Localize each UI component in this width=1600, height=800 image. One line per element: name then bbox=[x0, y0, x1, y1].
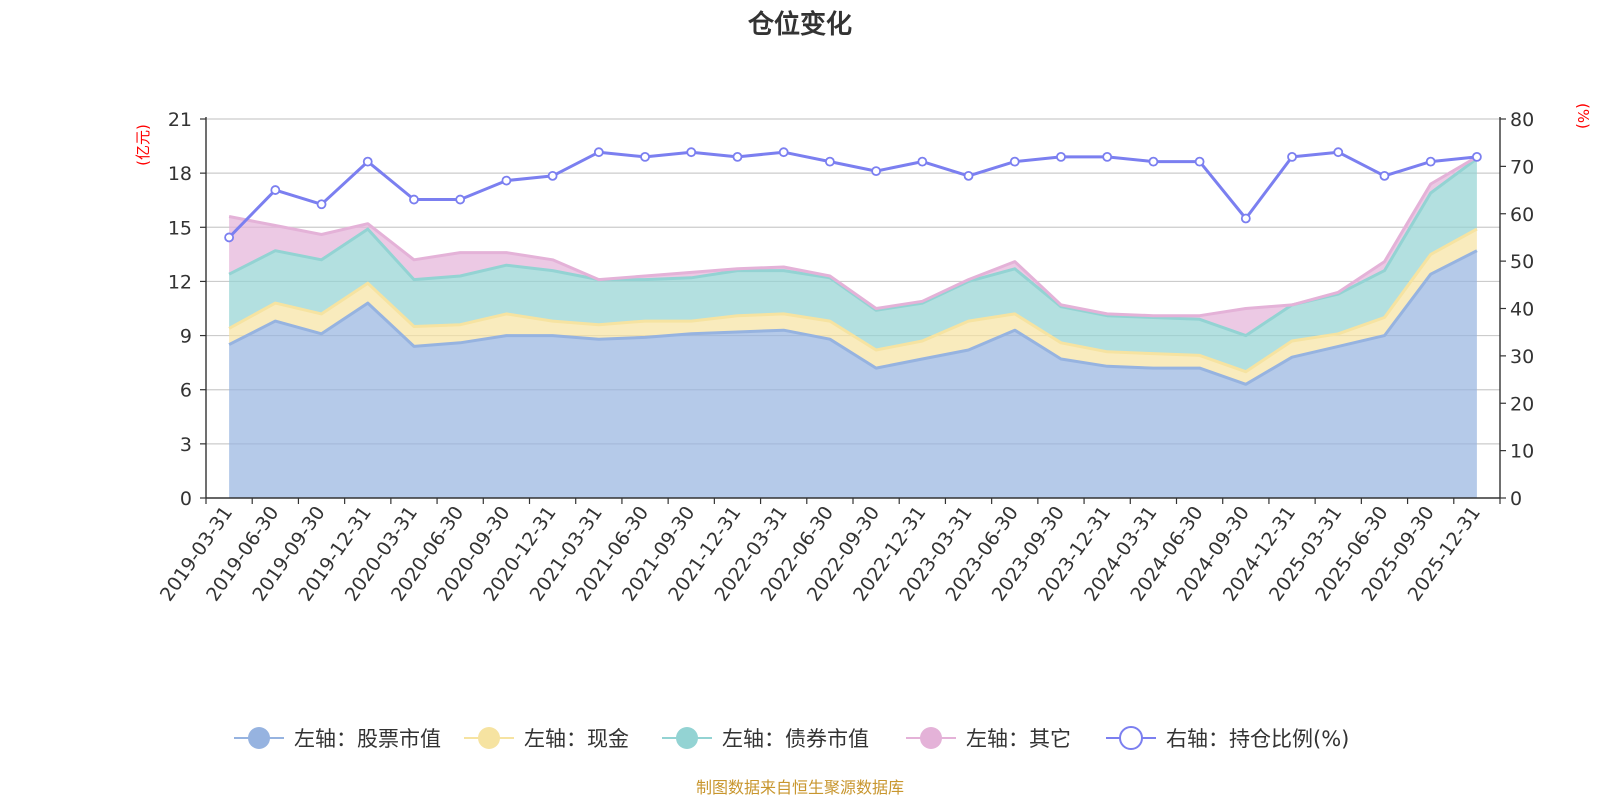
legend-label: 左轴：债券市值 bbox=[722, 727, 869, 751]
legend-label: 左轴：其它 bbox=[966, 727, 1071, 751]
ratio-point bbox=[1240, 213, 1251, 224]
legend-marker bbox=[478, 727, 500, 749]
ratio-point bbox=[1148, 156, 1159, 167]
right-tick-label: 40 bbox=[1510, 299, 1534, 321]
right-tick-label: 60 bbox=[1510, 204, 1534, 226]
left-tick-label: 18 bbox=[168, 163, 192, 185]
left-tick-label: 0 bbox=[180, 488, 192, 510]
legend-label: 右轴：持仓比例(%) bbox=[1166, 727, 1349, 751]
ratio-point bbox=[1471, 151, 1482, 162]
right-tick-label: 30 bbox=[1510, 346, 1534, 368]
area-edge-左轴：其它 bbox=[228, 155, 1478, 318]
ratio-point bbox=[501, 175, 512, 186]
ratio-point bbox=[316, 199, 327, 210]
legend-marker bbox=[676, 727, 698, 749]
left-axis-unit: (亿元) bbox=[134, 124, 152, 166]
ratio-point bbox=[1379, 170, 1390, 181]
ratio-line-series bbox=[224, 147, 1482, 243]
area-edge-左轴：股票市值 bbox=[228, 249, 1478, 386]
ratio-line bbox=[228, 150, 1478, 239]
ratio-point bbox=[224, 232, 235, 243]
area-edge-左轴：现金 bbox=[228, 227, 1478, 374]
legend-marker bbox=[920, 727, 942, 749]
ratio-point bbox=[1333, 147, 1344, 158]
legend-marker bbox=[248, 727, 270, 749]
ratio-point bbox=[1056, 151, 1066, 162]
ratio-point bbox=[871, 166, 882, 177]
ratio-point bbox=[1194, 156, 1205, 167]
legend-label: 左轴：股票市值 bbox=[294, 727, 441, 751]
ratio-point bbox=[1425, 156, 1436, 167]
left-tick-label: 15 bbox=[168, 217, 192, 239]
right-tick-label: 50 bbox=[1510, 251, 1534, 273]
left-tick-label: 9 bbox=[180, 326, 192, 348]
ratio-point bbox=[1287, 151, 1297, 162]
stacked-areas bbox=[228, 155, 1478, 498]
ratio-point bbox=[409, 194, 419, 205]
legend-label: 左轴：现金 bbox=[524, 727, 629, 751]
left-tick-label: 3 bbox=[180, 434, 192, 456]
ratio-point bbox=[593, 147, 604, 158]
ratio-point bbox=[917, 156, 928, 167]
right-tick-label: 80 bbox=[1510, 109, 1534, 131]
ratio-point bbox=[1102, 151, 1113, 162]
right-tick-label: 10 bbox=[1510, 441, 1534, 463]
ratio-point bbox=[778, 147, 789, 158]
ratio-point bbox=[686, 147, 697, 158]
left-tick-label: 21 bbox=[168, 109, 192, 131]
ratio-point bbox=[455, 194, 466, 205]
ratio-point bbox=[824, 156, 835, 167]
ratio-point bbox=[547, 170, 558, 181]
ratio-point bbox=[362, 156, 373, 167]
ratio-point bbox=[270, 185, 281, 195]
legend-marker bbox=[1119, 726, 1143, 750]
left-tick-label: 12 bbox=[168, 271, 192, 293]
right-axis-unit: (%) bbox=[1574, 103, 1592, 129]
ratio-point bbox=[1009, 156, 1020, 167]
chart-title: 仓位变化 bbox=[747, 9, 852, 40]
right-tick-label: 0 bbox=[1510, 488, 1522, 510]
legend: 左轴：股票市值 左轴：现金 左轴：债券市值 左轴：其它 右轴：持仓比例(%) bbox=[234, 726, 1349, 751]
right-tick-label: 70 bbox=[1510, 156, 1534, 178]
left-tick-label: 6 bbox=[180, 380, 192, 402]
area-左轴：股票市值 bbox=[229, 250, 1477, 498]
source-footnote: 制图数据来自恒生聚源数据库 bbox=[696, 778, 904, 797]
right-tick-label: 20 bbox=[1510, 393, 1534, 415]
ratio-point bbox=[732, 151, 743, 162]
ratio-point bbox=[963, 170, 974, 181]
ratio-point bbox=[640, 151, 650, 162]
